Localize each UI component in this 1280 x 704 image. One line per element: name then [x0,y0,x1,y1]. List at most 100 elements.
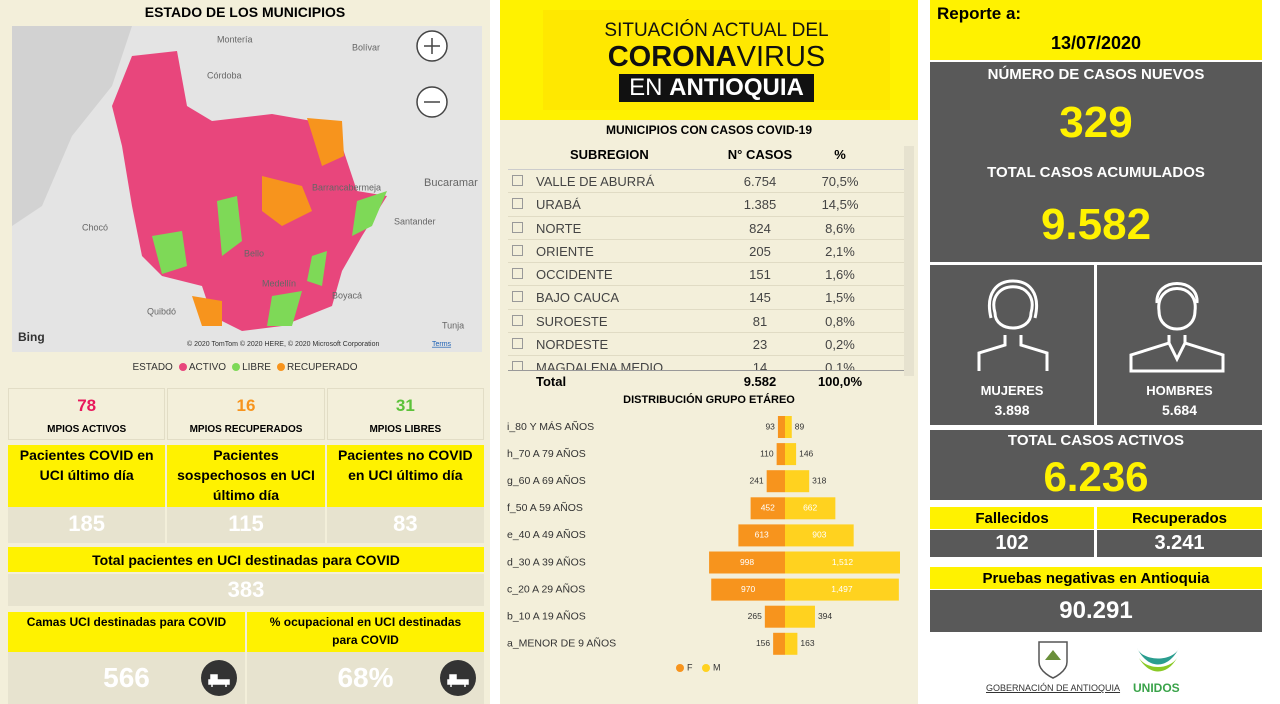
age-pyramid: i_80 Y MÁS AÑOS h_70 A 79 AÑOS g_60 A 69 A… [507,416,900,672]
bed-icon-shape [208,674,230,687]
gov-shield [1038,641,1068,679]
women-label: MUJERES [980,382,1044,398]
pyramid-value-label: 394 [818,611,832,621]
column-header: N° CASOS [727,147,793,162]
banner-corona: CORONA [607,41,737,73]
pyramid-bar [777,416,785,438]
table-cell: 14 [752,360,768,370]
pyramid-value-label: 265 [748,611,762,621]
pyramid-value-label: 156 [756,638,770,648]
bed-icon-shape [447,674,469,687]
report-label: Reporte a: [937,4,1022,23]
table-cell: 14,5% [821,197,859,213]
pyramid-title: DISTRIBUCIÓN GRUPO ETÁREO [623,394,795,406]
pyramid-value-label: 452 [761,503,775,513]
pyramid-bar [785,470,810,493]
sea [12,26,132,226]
legend-label: F [687,662,693,672]
pyramid-value-label: 613 [755,530,769,540]
table-cell: NORTE [536,220,582,236]
gov-name: GOBERNACIÓN DE ANTIOQUIA [986,683,1121,693]
kpi-value: 78 [77,396,97,415]
bed-icon [440,660,476,696]
table-cell: 6.754 [743,174,777,189]
table-cell: 205 [749,243,771,259]
legend-label: RECUPERADO [286,361,358,373]
map: Montería Bolívar Córdoba Barrancabermeja… [12,26,482,352]
uci-value: 83 [326,507,484,543]
expand-icon [512,198,523,210]
cases-box: NÚMERO DE CASOS NUEVOS 329 TOTAL CASOS A… [930,62,1262,262]
pyramid-bar [776,443,785,466]
deaths-value: 102 [930,530,1094,557]
banner-region-box: EN ANTIOQUIA [619,74,814,102]
expand-icon [512,268,523,280]
table-row: ORIENTE 205 2,1% [508,240,904,264]
woman-icon [977,279,1049,371]
uci-cell: Pacientes sospechosos en UCI último día 1… [167,445,325,543]
kpi: 78 MPIOS ACTIVOS [8,388,166,440]
man-icon [1129,282,1225,373]
beds-label: Camas UCI destinadas para COVID [8,612,245,652]
map-label: Barrancabermeja [312,182,381,192]
table-cell: 1,6% [825,267,855,283]
map-label: Boyacá [332,290,362,300]
uci-cell: Pacientes COVID en UCI último día 185 [8,445,166,543]
table-cell: 0,8% [825,313,855,329]
legend-label: M [713,662,721,672]
age-label: i_80 Y MÁS AÑOS [507,420,594,433]
table-cell: 81 [752,313,768,329]
table-cell: 151 [749,267,771,283]
region-recovered [192,118,344,326]
pyramid-bar [785,551,900,574]
zoom-in-icon [424,38,440,54]
uci-label: Pacientes no COVID en UCI último día [326,445,484,507]
unidos-name: UNIDOS [1133,681,1180,695]
banner-line: SITUACIÓN ACTUAL DEL [604,20,829,41]
pyramid-bar [750,497,785,520]
table-row: NORTE 824 8,6% [508,217,904,240]
pyramid-bar [785,416,792,438]
legend-item: ACTIVO [178,361,227,373]
age-label: e_40 A 49 AÑOS [507,528,586,541]
pyramid-bar [773,632,785,655]
map-label: Santander [394,216,436,226]
pyramid-value-label: 241 [749,475,763,485]
table-body: VALLE DE ABURRÁ 6.754 70,5% URABÁ 1.385 14,5%… [508,170,904,370]
new-cases-value: 329 [1059,98,1133,147]
map-copyright: © 2020 TomTom © 2020 HERE, © 2020 Micros… [187,340,379,348]
column-header: % [834,147,846,162]
subregion-table: SUBREGION N° CASOS% VALLE DE ABURRÁ 6.754 70… [508,143,904,393]
map-terms[interactable]: Terms [432,341,452,348]
table-cell: 0.1% [825,360,855,370]
banner: SITUACIÓN ACTUAL DEL CORONAVIRUS EN ANTI… [500,0,918,120]
table-cell: NORDESTE [536,337,609,353]
uci-label: Pacientes COVID en UCI último día [8,445,166,507]
table-cell: 8,6% [825,220,855,236]
map-brand: Bing [18,330,45,344]
age-label: c_20 A 29 AÑOS [507,582,585,595]
recovered-label: Recuperados [1097,507,1262,529]
table-cell: URABÁ [536,197,581,213]
pyramid-value-label: 903 [812,530,826,540]
men-value: 5.684 [1161,402,1198,418]
beds-value: 68% [247,652,484,704]
uci-value: 115 [167,507,325,543]
pyramid-value-label: 93 [765,421,775,431]
uci-value: 185 [8,507,166,543]
expand-icon [512,244,523,256]
legend-label: ACTIVO [188,361,227,373]
total-cell: 100,0% [817,374,863,389]
scrollbar[interactable] [904,146,914,376]
map-label: Bello [244,248,264,258]
pyramid-bar [785,632,798,655]
bed-icon-bg [201,660,237,696]
pyramid-bar [709,551,785,574]
map-label: Córdoba [207,70,242,80]
pyramid-value-label: 110 [760,448,774,458]
kpi: 16 MPIOS RECUPERADOS [167,388,325,440]
total-cases-value: 9.582 [1040,200,1152,249]
map-label: Chocó [82,222,108,232]
legend-items: ACTIVO LIBRE RECUPERADO [173,362,358,373]
